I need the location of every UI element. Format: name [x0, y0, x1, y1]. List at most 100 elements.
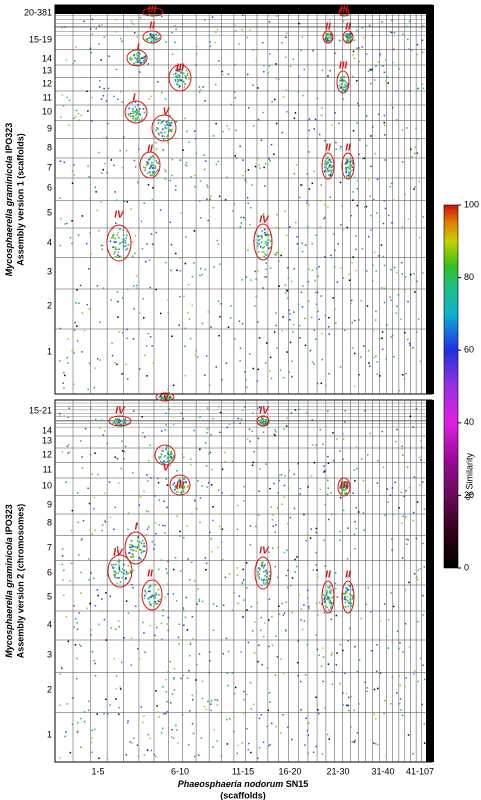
hit-dot [88, 362, 91, 364]
hit-dot [146, 474, 148, 476]
hit-dot [274, 253, 276, 256]
hit-dot [260, 629, 262, 632]
hit-dot [148, 158, 150, 161]
hit-dot [354, 176, 356, 179]
hit-dot [121, 450, 124, 452]
hit-dot [307, 225, 309, 228]
hit-dot [345, 593, 347, 595]
hit-dot [344, 13, 346, 15]
hit-dot [157, 481, 160, 484]
hit-dot [396, 119, 398, 121]
hit-dot [323, 465, 325, 467]
hit-dot [102, 95, 105, 97]
hit-dot [419, 568, 422, 570]
hit-dot [345, 484, 348, 486]
hit-dot [392, 106, 394, 109]
hit-dot [178, 478, 181, 481]
hit-dot [264, 362, 267, 364]
hit-dot [187, 558, 189, 560]
hit-dot [332, 596, 334, 599]
hit-dot [150, 164, 152, 167]
hit-dot [325, 33, 328, 35]
hit-dot [177, 83, 179, 86]
hit-dot [165, 448, 167, 451]
hit-dot [297, 661, 299, 664]
hit-dot [153, 606, 155, 608]
hit-dot [269, 356, 272, 359]
hit-dot [164, 178, 167, 180]
hit-dot [150, 41, 152, 43]
hit-dot [265, 244, 268, 246]
hit-dot [110, 299, 112, 301]
hit-dot [351, 166, 354, 169]
hit-dot [89, 232, 91, 234]
hit-dot [180, 72, 182, 74]
hit-dot [138, 59, 141, 61]
hit-dot [272, 547, 274, 549]
hit-dot [348, 279, 351, 281]
hit-dot [244, 247, 246, 250]
hit-dot [276, 656, 279, 658]
hit-dot [266, 667, 269, 669]
hit-dot [184, 117, 186, 120]
hit-dot [155, 592, 157, 594]
hit-dot [282, 316, 284, 318]
hit-dot [138, 544, 140, 546]
hit-dot [353, 709, 355, 712]
hit-dot [180, 412, 183, 415]
hit-dot [306, 199, 308, 202]
hit-dot [364, 206, 366, 209]
annotation-label: II [325, 143, 331, 154]
hit-dot [151, 541, 153, 543]
hit-dot [217, 546, 219, 549]
hit-dot [295, 221, 297, 224]
hit-dot [212, 417, 214, 420]
hit-dot [183, 624, 185, 626]
hit-dot [404, 516, 407, 518]
hit-dot [134, 106, 137, 108]
hit-dot [306, 730, 309, 732]
hit-dot [329, 600, 331, 603]
hit-dot [148, 590, 151, 593]
hit-dot [258, 577, 260, 580]
hit-dot [162, 128, 164, 130]
hit-dot [184, 74, 187, 77]
hit-dot [370, 229, 372, 231]
hit-dot [127, 113, 130, 115]
hit-dot [351, 347, 354, 349]
hit-dot [125, 149, 128, 152]
hit-dot [344, 484, 347, 487]
hit-dot [264, 622, 266, 624]
hit-dot [144, 589, 146, 592]
hit-dot [257, 245, 259, 247]
hit-dot [263, 423, 265, 425]
hit-dot [384, 700, 386, 702]
hit-dot [308, 605, 310, 608]
hit-dot [220, 541, 223, 543]
hit-dot [327, 206, 329, 208]
hit-dot [416, 576, 418, 579]
hit-dot [373, 79, 376, 81]
hit-dot [140, 706, 143, 708]
hit-dot [207, 186, 209, 188]
hit-dot [136, 540, 139, 542]
hit-dot [218, 335, 220, 337]
hit-dot [330, 611, 332, 613]
hit-dot [409, 20, 411, 23]
hit-dot [169, 451, 172, 454]
hit-dot [284, 284, 287, 286]
annotation-ellipse [256, 415, 270, 427]
hit-dot [87, 487, 89, 490]
hit-dot [321, 69, 324, 72]
hit-dot [307, 734, 309, 737]
hit-dot [116, 234, 119, 236]
hit-dot [179, 78, 181, 80]
hit-dot [320, 603, 323, 605]
hit-dot [221, 492, 223, 494]
hit-dot [302, 94, 304, 97]
hit-dot [260, 235, 263, 238]
hit-dot [131, 241, 134, 243]
hit-dot [348, 40, 351, 43]
hit-dot [91, 751, 93, 753]
hit-dot [399, 642, 401, 644]
